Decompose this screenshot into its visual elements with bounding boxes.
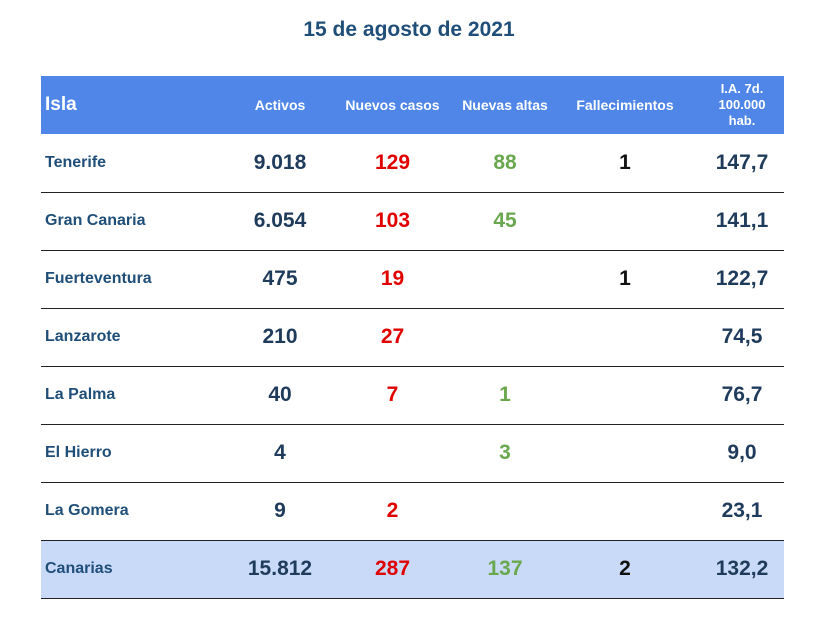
cell-nuevos-casos: 2 <box>386 499 399 522</box>
cell-nuevos-casos: 129 <box>374 150 411 174</box>
cell-nuevos-casos: 7 <box>386 383 399 406</box>
header-ia: I.A. 7d. 100.000 hab. <box>700 76 784 134</box>
cell-ia: 141,1 <box>715 209 769 232</box>
cell-nuevos-casos <box>325 424 460 482</box>
cell-isla: Tenerife <box>45 153 107 171</box>
cell-fallecimientos <box>550 424 700 482</box>
cell-isla: Canarias <box>45 560 113 577</box>
cell-ia: 122,7 <box>715 267 769 290</box>
cell-activos: 9 <box>274 499 286 522</box>
header-nuevas-altas: Nuevas altas <box>462 97 548 113</box>
page-title: 15 de agosto de 2021 <box>303 18 515 41</box>
covid-table: Isla Activos Nuevos casos Nuevas altas F… <box>41 76 784 599</box>
cell-isla: La Gomera <box>45 502 129 519</box>
cell-isla: El Hierro <box>45 444 112 461</box>
cell-fallecimientos <box>550 308 700 366</box>
cell-fallecimientos <box>550 366 700 424</box>
table-row: Gran Canaria 6.054 103 45 141,1 <box>41 192 784 250</box>
header-fallecimientos: Fallecimientos <box>576 97 674 113</box>
header-ia-line2: 100.000 <box>718 97 766 112</box>
header-ia-line1: I.A. 7d. <box>720 81 764 96</box>
cell-nuevos-casos: 103 <box>374 209 411 232</box>
table-row: Lanzarote 210 27 74,5 <box>41 308 784 366</box>
table-total-row: Canarias 15.812 287 137 2 132,2 <box>41 540 784 598</box>
cell-ia: 9,0 <box>727 441 757 464</box>
cell-nuevas-altas <box>460 250 550 308</box>
cell-isla: Fuerteventura <box>45 270 152 287</box>
header-isla: Isla <box>45 94 77 115</box>
cell-ia: 147,7 <box>715 150 769 174</box>
cell-ia: 23,1 <box>721 499 763 522</box>
cell-isla: Gran Canaria <box>45 212 146 229</box>
table-row: Fuerteventura 475 19 1 122,7 <box>41 250 784 308</box>
cell-fallecimientos <box>550 482 700 540</box>
cell-fallecimientos: 1 <box>619 150 631 174</box>
cell-nuevas-altas <box>460 482 550 540</box>
header-activos: Activos <box>254 97 306 113</box>
cell-nuevas-altas: 45 <box>493 209 517 232</box>
cell-fallecimientos: 1 <box>619 267 631 290</box>
cell-fallecimientos: 2 <box>619 557 631 580</box>
cell-activos: 40 <box>268 383 292 406</box>
table-row: La Gomera 9 2 23,1 <box>41 482 784 540</box>
table-row: La Palma 40 7 1 76,7 <box>41 366 784 424</box>
table-row: Tenerife 9.018 129 88 1 147,7 <box>41 134 784 192</box>
cell-nuevas-altas: 88 <box>493 150 517 174</box>
table-row: El Hierro 4 3 9,0 <box>41 424 784 482</box>
cell-activos: 475 <box>262 267 298 290</box>
cell-activos: 15.812 <box>247 557 313 580</box>
cell-nuevos-casos: 19 <box>380 267 405 290</box>
cell-nuevas-altas: 137 <box>487 557 523 580</box>
cell-activos: 4 <box>274 441 286 464</box>
header-nuevos-casos: Nuevos casos <box>345 97 440 113</box>
cell-fallecimientos <box>550 192 700 250</box>
table-header-row: Isla Activos Nuevos casos Nuevas altas F… <box>41 76 784 134</box>
cell-activos: 6.054 <box>253 209 307 232</box>
cell-ia: 132,2 <box>715 557 769 580</box>
header-ia-line3: hab. <box>728 113 756 128</box>
cell-ia: 76,7 <box>721 383 763 406</box>
cell-nuevas-altas: 1 <box>499 383 511 406</box>
cell-nuevos-casos: 27 <box>380 325 405 348</box>
cell-nuevas-altas: 3 <box>499 441 511 464</box>
cell-isla: La Palma <box>45 386 116 403</box>
cell-activos: 210 <box>262 325 298 348</box>
cell-ia: 74,5 <box>721 325 763 348</box>
cell-isla: Lanzarote <box>45 328 121 345</box>
cell-activos: 9.018 <box>253 150 307 174</box>
cell-nuevas-altas <box>460 308 550 366</box>
cell-nuevos-casos: 287 <box>374 557 411 580</box>
